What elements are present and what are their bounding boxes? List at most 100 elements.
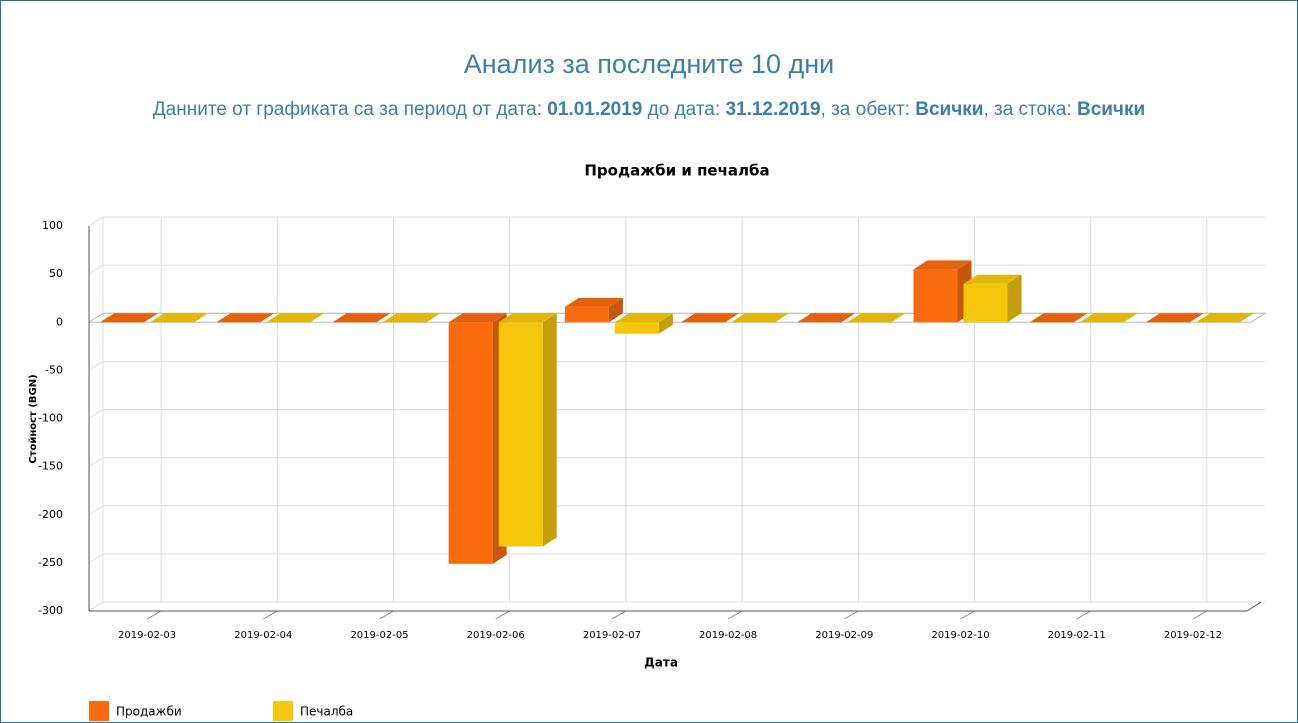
- bar-side: [608, 297, 623, 323]
- legend-label: Продажби: [116, 705, 182, 719]
- bar: [731, 313, 790, 323]
- bar: [614, 313, 673, 334]
- subtitle-part: 31.12.2019: [725, 99, 821, 120]
- x-tick-label: 2019-02-11: [1048, 630, 1106, 641]
- bar-top: [498, 313, 557, 323]
- bar-top: [681, 313, 740, 323]
- x-tick: [727, 610, 743, 620]
- x-tick: [844, 610, 859, 620]
- bar-top: [1029, 313, 1088, 323]
- legend-label: Печалба: [300, 705, 353, 719]
- bar-top: [564, 297, 623, 307]
- bar: [150, 313, 209, 323]
- subtitle-part: , за стока:: [983, 99, 1077, 120]
- grid-line: [88, 216, 1265, 227]
- x-tick-label: 2019-02-05: [350, 630, 408, 641]
- x-tick: [146, 610, 162, 620]
- x-tick: [1076, 610, 1091, 620]
- y-tick-label: -200: [38, 508, 63, 521]
- bar: [100, 313, 159, 323]
- bar: [382, 313, 441, 323]
- y-tick-label: -300: [38, 604, 63, 617]
- subtitle-part: 01.01.2019: [547, 99, 643, 120]
- bar: [498, 313, 557, 547]
- x-tick-label: 2019-02-12: [1164, 630, 1222, 641]
- subtitle-part: , за обект:: [820, 99, 916, 120]
- bar-front: [614, 322, 659, 334]
- x-tick: [960, 610, 975, 620]
- legend-swatch: [89, 701, 109, 721]
- x-tick-label: 2019-02-04: [234, 630, 292, 641]
- bar-side: [1007, 274, 1022, 323]
- chart-title: Продажби и печалба: [584, 162, 769, 180]
- bar: [332, 313, 391, 323]
- bar-top: [731, 313, 790, 323]
- bar-top: [614, 313, 673, 323]
- bar-side: [542, 313, 557, 547]
- x-tick-label: 2019-02-10: [931, 630, 989, 641]
- x-axis-label: Дата: [644, 656, 678, 670]
- x-tick: [263, 610, 278, 620]
- y-tick-label: 0: [56, 315, 63, 328]
- bar-front: [913, 269, 958, 323]
- bar: [681, 313, 740, 323]
- bar-top: [913, 260, 972, 270]
- x-tick-label: 2019-02-09: [815, 630, 873, 641]
- grid-line: [88, 360, 1265, 371]
- bar-front: [564, 306, 609, 323]
- x-tick: [1192, 610, 1208, 620]
- bar-top: [332, 313, 391, 323]
- bar-top: [150, 313, 209, 323]
- x-tick-label: 2019-02-03: [118, 630, 176, 641]
- grid-line: [88, 409, 1265, 419]
- bar-front: [498, 322, 543, 547]
- y-tick-label: -100: [38, 412, 63, 425]
- x-tick: [495, 610, 510, 620]
- bar: [1195, 313, 1254, 323]
- subtitle-part: до дата:: [642, 99, 726, 120]
- x-tick-label: 2019-02-06: [467, 630, 525, 641]
- bar-top: [382, 313, 441, 323]
- bar-top: [1145, 313, 1204, 323]
- bar: [448, 313, 507, 564]
- bar: [266, 313, 325, 323]
- bar-top: [797, 313, 856, 323]
- y-tick-label: -50: [45, 363, 63, 376]
- bar: [564, 297, 623, 323]
- grid-line: [88, 505, 1265, 516]
- bar-top: [963, 274, 1022, 284]
- y-tick-label: 100: [42, 219, 63, 232]
- bar-top: [448, 313, 507, 323]
- bar: [913, 260, 972, 323]
- page-title: Анализ за последните 10 дни: [463, 49, 835, 79]
- y-tick-label: -150: [38, 460, 63, 473]
- subtitle-part: Данните от графиката са за период от дат…: [152, 99, 548, 120]
- bar-front: [448, 322, 493, 564]
- bar: [1029, 313, 1088, 323]
- bar-front: [963, 283, 1008, 323]
- bar: [216, 313, 275, 323]
- grid-line: [88, 601, 1265, 612]
- bar: [1079, 313, 1138, 323]
- bar-top: [266, 313, 325, 323]
- bar: [847, 313, 906, 323]
- bar-top: [100, 313, 159, 323]
- y-tick-label: 50: [49, 267, 63, 280]
- bar-top: [216, 313, 275, 323]
- subtitle-part: Всички: [1076, 99, 1146, 120]
- bar-top: [1195, 313, 1254, 323]
- x-tick: [611, 610, 627, 620]
- grid-line: [88, 264, 1265, 275]
- grid-line: [88, 457, 1265, 468]
- grid-line: [88, 553, 1265, 564]
- y-axis-label: Стойност (BGN): [28, 374, 39, 463]
- bar: [797, 313, 856, 323]
- x-axis-depth: [1246, 601, 1262, 612]
- x-tick-label: 2019-02-08: [699, 630, 757, 641]
- subtitle-part: Всички: [915, 99, 984, 120]
- bar: [963, 274, 1022, 323]
- bar-top: [1079, 313, 1138, 323]
- x-tick-label: 2019-02-07: [583, 630, 641, 641]
